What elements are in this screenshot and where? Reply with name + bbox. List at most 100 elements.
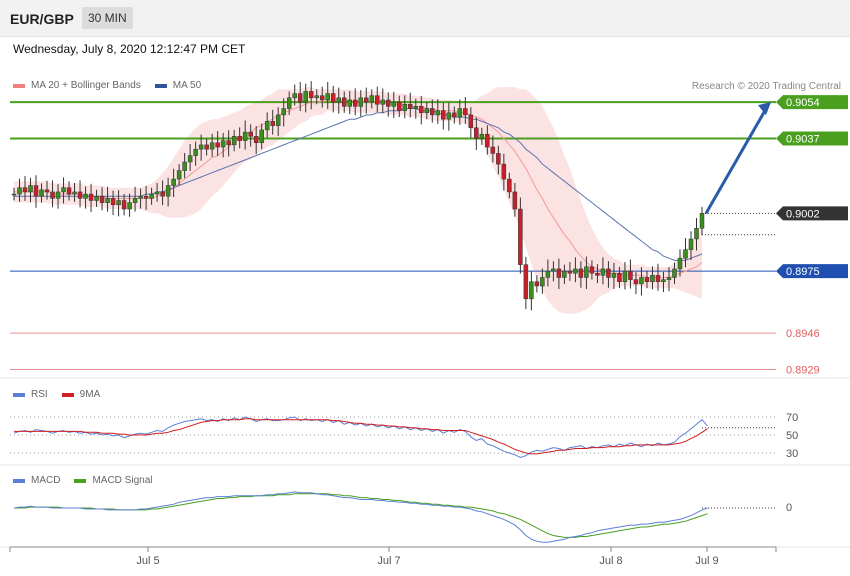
candle <box>11 187 17 201</box>
candle <box>485 125 490 155</box>
candle <box>264 112 270 138</box>
rsi-legend: RSI 9MA <box>13 389 100 400</box>
candle <box>611 262 617 290</box>
candle <box>165 177 171 207</box>
candle-body <box>352 99 358 107</box>
candle-body <box>628 270 633 280</box>
candle-body <box>308 91 314 99</box>
candle-body <box>209 142 215 150</box>
candle <box>77 180 83 208</box>
candle <box>688 231 694 260</box>
ma50-line <box>14 108 703 261</box>
candle-body <box>694 228 699 240</box>
candle <box>182 153 187 179</box>
candle-body <box>116 200 121 206</box>
candle-body <box>39 189 44 197</box>
candle <box>94 189 99 207</box>
candle-body <box>66 187 72 195</box>
candle <box>672 262 677 284</box>
level-label-0.8929: 0.8929 <box>786 364 820 376</box>
macd-legend: MACD MACD Signal <box>13 475 152 486</box>
candle <box>391 91 397 118</box>
candle-body <box>110 198 116 206</box>
candle <box>397 95 402 118</box>
candle <box>215 131 220 157</box>
candle <box>419 96 424 125</box>
candle-body <box>160 191 165 197</box>
candle-body <box>463 108 468 116</box>
candle-body <box>661 279 666 283</box>
candle-body <box>72 191 77 195</box>
candle-body <box>600 268 606 276</box>
credit-label: Research © 2020 Trading Central <box>691 81 841 92</box>
candle <box>644 271 650 289</box>
ma50-legend-label: MA 50 <box>172 80 202 91</box>
macd-signal-line <box>14 493 708 538</box>
candle-body <box>485 133 490 148</box>
candle-body <box>143 195 149 199</box>
candle <box>297 82 303 112</box>
candle <box>121 194 127 216</box>
bollinger-band <box>14 87 702 314</box>
candle <box>468 107 474 139</box>
candle-body <box>314 95 319 99</box>
candle <box>358 90 364 117</box>
candle <box>512 182 518 217</box>
candle-body <box>99 195 105 203</box>
candle-body <box>375 95 380 105</box>
candle-body <box>44 189 50 193</box>
candle-body <box>138 195 143 199</box>
candle <box>578 261 584 288</box>
ma20-legend-label: MA 20 + Bollinger Bands <box>31 80 141 91</box>
macd-legend-label: MACD <box>31 475 61 486</box>
candle-body <box>622 270 628 283</box>
candle <box>606 261 611 288</box>
candle <box>231 129 237 152</box>
candle <box>88 183 94 213</box>
candle <box>556 258 562 290</box>
candle-body <box>33 185 39 197</box>
candle-body <box>386 99 391 107</box>
candle-body <box>50 191 55 199</box>
candle-body <box>275 114 281 126</box>
candle <box>44 180 50 200</box>
candle <box>286 91 292 115</box>
candle <box>523 256 529 310</box>
candle-body <box>584 266 589 278</box>
candle-body <box>281 108 286 116</box>
candle-body <box>573 268 578 274</box>
candle-body <box>303 91 308 103</box>
candle-body <box>699 213 705 229</box>
candle-body <box>677 257 683 270</box>
candle-body <box>474 127 479 139</box>
candle-body <box>507 178 512 193</box>
candle-body <box>441 110 446 120</box>
candle-body <box>270 121 275 126</box>
level-label-0.9037: 0.9037 <box>786 133 820 145</box>
candle <box>529 271 534 311</box>
candle-body <box>490 146 496 154</box>
candle <box>518 197 523 274</box>
candle <box>143 185 149 210</box>
level-label-0.9054: 0.9054 <box>786 97 820 109</box>
candle <box>386 92 391 117</box>
candle-body <box>391 101 397 107</box>
candle-body <box>380 99 386 105</box>
candle <box>281 98 286 127</box>
candle <box>408 92 413 118</box>
candle-body <box>512 191 518 210</box>
candle-body <box>28 185 33 193</box>
candle-body <box>171 178 176 186</box>
candle <box>99 187 105 211</box>
rsi-ma-legend-label: 9MA <box>79 389 101 400</box>
candle <box>187 144 193 171</box>
candle <box>28 177 33 203</box>
candle-body <box>319 95 325 101</box>
candle <box>39 183 44 203</box>
candle-body <box>556 268 562 278</box>
x-tick-label: Jul 9 <box>695 555 718 567</box>
timeframe-button[interactable]: 30 MIN <box>82 7 133 29</box>
candle <box>154 182 160 202</box>
candle <box>220 132 226 158</box>
candle <box>55 184 61 209</box>
